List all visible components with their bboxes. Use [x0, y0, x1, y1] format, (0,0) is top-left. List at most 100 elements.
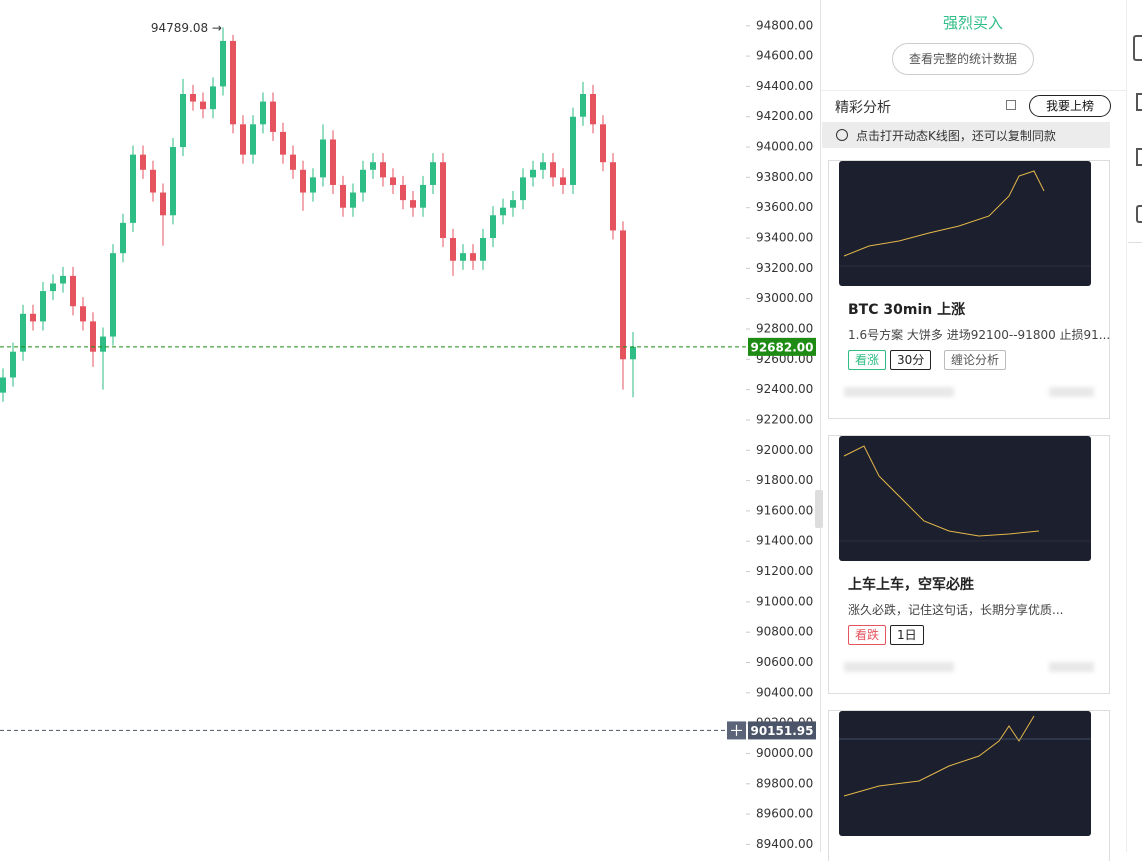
candle-body: [380, 162, 386, 178]
candle-body: [180, 93, 186, 148]
candle-body: [320, 139, 326, 178]
card-thumbnail: [839, 711, 1091, 836]
candle-body: [630, 346, 636, 360]
candle-body: [600, 124, 606, 163]
stats-button[interactable]: 查看完整的统计数据: [892, 43, 1034, 75]
candle-body: [280, 131, 286, 155]
share-icon[interactable]: [1006, 100, 1016, 110]
price-label: 90151.95: [750, 724, 813, 738]
candle-body: [510, 200, 516, 208]
y-tick-label: 91000.00: [756, 594, 813, 608]
y-tick-label: 91800.00: [756, 473, 813, 487]
candle-body: [400, 184, 406, 201]
analysis-card[interactable]: 上车上车，空军必胜涨久必跌，记住这句话，长期分享优质... 看跌 1日: [828, 435, 1110, 694]
blurred-meta: [1049, 387, 1094, 397]
sidebar-icon[interactable]: [1136, 93, 1142, 111]
sidebar-icon[interactable]: [1136, 205, 1142, 223]
y-tick-label: 89400.00: [756, 837, 813, 851]
y-tick-label: 91400.00: [756, 534, 813, 548]
card-tag: 缠论分析: [944, 350, 1007, 370]
candle-body: [30, 313, 36, 322]
candle-body: [210, 86, 216, 110]
candle-body: [450, 238, 456, 261]
analysis-card[interactable]: [828, 710, 1110, 861]
y-tick-label: 94000.00: [756, 140, 813, 154]
candle-body: [60, 275, 66, 284]
candle-body: [150, 169, 156, 193]
candle-body: [240, 124, 246, 155]
plus-icon: [731, 724, 742, 736]
notice-bar: [822, 122, 1110, 148]
candle-body: [330, 139, 336, 185]
candle-body: [360, 169, 366, 193]
candle-body: [80, 306, 86, 322]
candle-body: [610, 162, 616, 231]
y-tick-label: 92400.00: [756, 382, 813, 396]
card-description: 1.6号方案 大饼多 进场92100--91800 止损91...: [848, 328, 1111, 342]
candle-body: [370, 162, 376, 170]
blurred-author: [844, 387, 954, 397]
candle-body: [200, 101, 206, 110]
section-separator: [821, 90, 1126, 91]
candle-body: [350, 192, 356, 208]
card-title: 上车上车，空军必胜: [848, 577, 974, 593]
y-tick-label: 92800.00: [756, 321, 813, 335]
candle-body: [300, 169, 306, 193]
y-tick-label: 90600.00: [756, 655, 813, 669]
candle-body: [260, 101, 266, 125]
collapse-handle[interactable]: [815, 490, 823, 528]
candle-body: [120, 222, 126, 254]
candle-body: [500, 207, 506, 216]
card-tag: 看跌: [848, 625, 887, 645]
card-thumbnail: [839, 161, 1091, 286]
candle-body: [20, 313, 26, 352]
candle-body: [70, 275, 76, 307]
candle-body: [620, 230, 626, 360]
sidebar-divider: [1126, 0, 1127, 852]
rating: 强烈买入: [942, 14, 1003, 32]
y-tick-label: 93000.00: [756, 291, 813, 305]
sidebar-icon[interactable]: [1136, 148, 1142, 166]
card-tag: 看涨: [848, 350, 887, 370]
y-tick-label: 93200.00: [756, 261, 813, 275]
candle-body: [540, 162, 546, 170]
card-tag: 1日: [890, 625, 924, 645]
candle-body: [250, 124, 256, 155]
y-tick-label: 89600.00: [756, 807, 813, 821]
y-tick-label: 94800.00: [756, 18, 813, 32]
candle-body: [40, 291, 46, 322]
candle-body: [10, 351, 16, 378]
candle-body: [110, 253, 116, 337]
candle-body: [490, 215, 496, 239]
notice-text: 点击打开动态K线图，还可以复制同款: [856, 129, 1056, 143]
analysis-card[interactable]: BTC 30min 上涨 1.6号方案 大饼多 进场92100--91800 止损…: [828, 160, 1110, 419]
candle-body: [90, 321, 96, 352]
card-description: 涨久必跌，记住这句话，长期分享优质...: [848, 603, 1064, 617]
y-tick-label: 90400.00: [756, 685, 813, 699]
y-tick-label: 94600.00: [756, 49, 813, 63]
max-marker-label: 94789.08 →: [151, 21, 222, 35]
sidebar-separator: [1128, 242, 1142, 243]
y-tick-label: 92000.00: [756, 443, 813, 457]
section-title: 精彩分析: [835, 100, 891, 116]
y-tick-label: 93400.00: [756, 231, 813, 245]
y-tick-label: 91200.00: [756, 564, 813, 578]
candle-body: [190, 93, 196, 102]
candle-body: [590, 93, 596, 125]
price-label: 92682.00: [750, 340, 813, 354]
card-thumbnail: [839, 436, 1091, 561]
candle-body: [310, 177, 316, 193]
thumbnail-chart: [839, 445, 1091, 542]
candle-body: [480, 238, 486, 261]
candle-body: [410, 200, 416, 208]
candle-body: [220, 40, 226, 87]
y-tick-label: 94200.00: [756, 109, 813, 123]
y-tick-label: 92200.00: [756, 412, 813, 426]
sidebar-icon[interactable]: [1133, 35, 1142, 61]
rank-button[interactable]: 我要上榜: [1029, 95, 1111, 117]
candle-body: [130, 154, 136, 223]
candle-body: [440, 162, 446, 239]
candle-body: [0, 377, 6, 393]
candle-body: [390, 177, 396, 185]
candle-body: [520, 177, 526, 201]
